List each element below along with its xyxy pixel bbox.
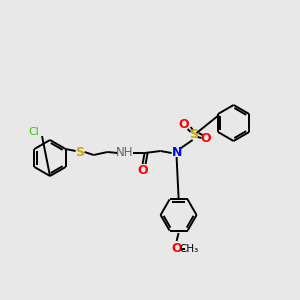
Text: O: O	[171, 242, 182, 256]
Text: O: O	[178, 118, 189, 131]
Text: O: O	[137, 164, 148, 178]
Text: O: O	[200, 133, 211, 146]
Text: NH: NH	[116, 146, 133, 160]
Text: N: N	[171, 146, 182, 160]
Text: Cl: Cl	[28, 127, 39, 137]
Text: S: S	[189, 128, 198, 142]
Text: S: S	[75, 146, 84, 158]
Text: CH₃: CH₃	[179, 244, 198, 254]
